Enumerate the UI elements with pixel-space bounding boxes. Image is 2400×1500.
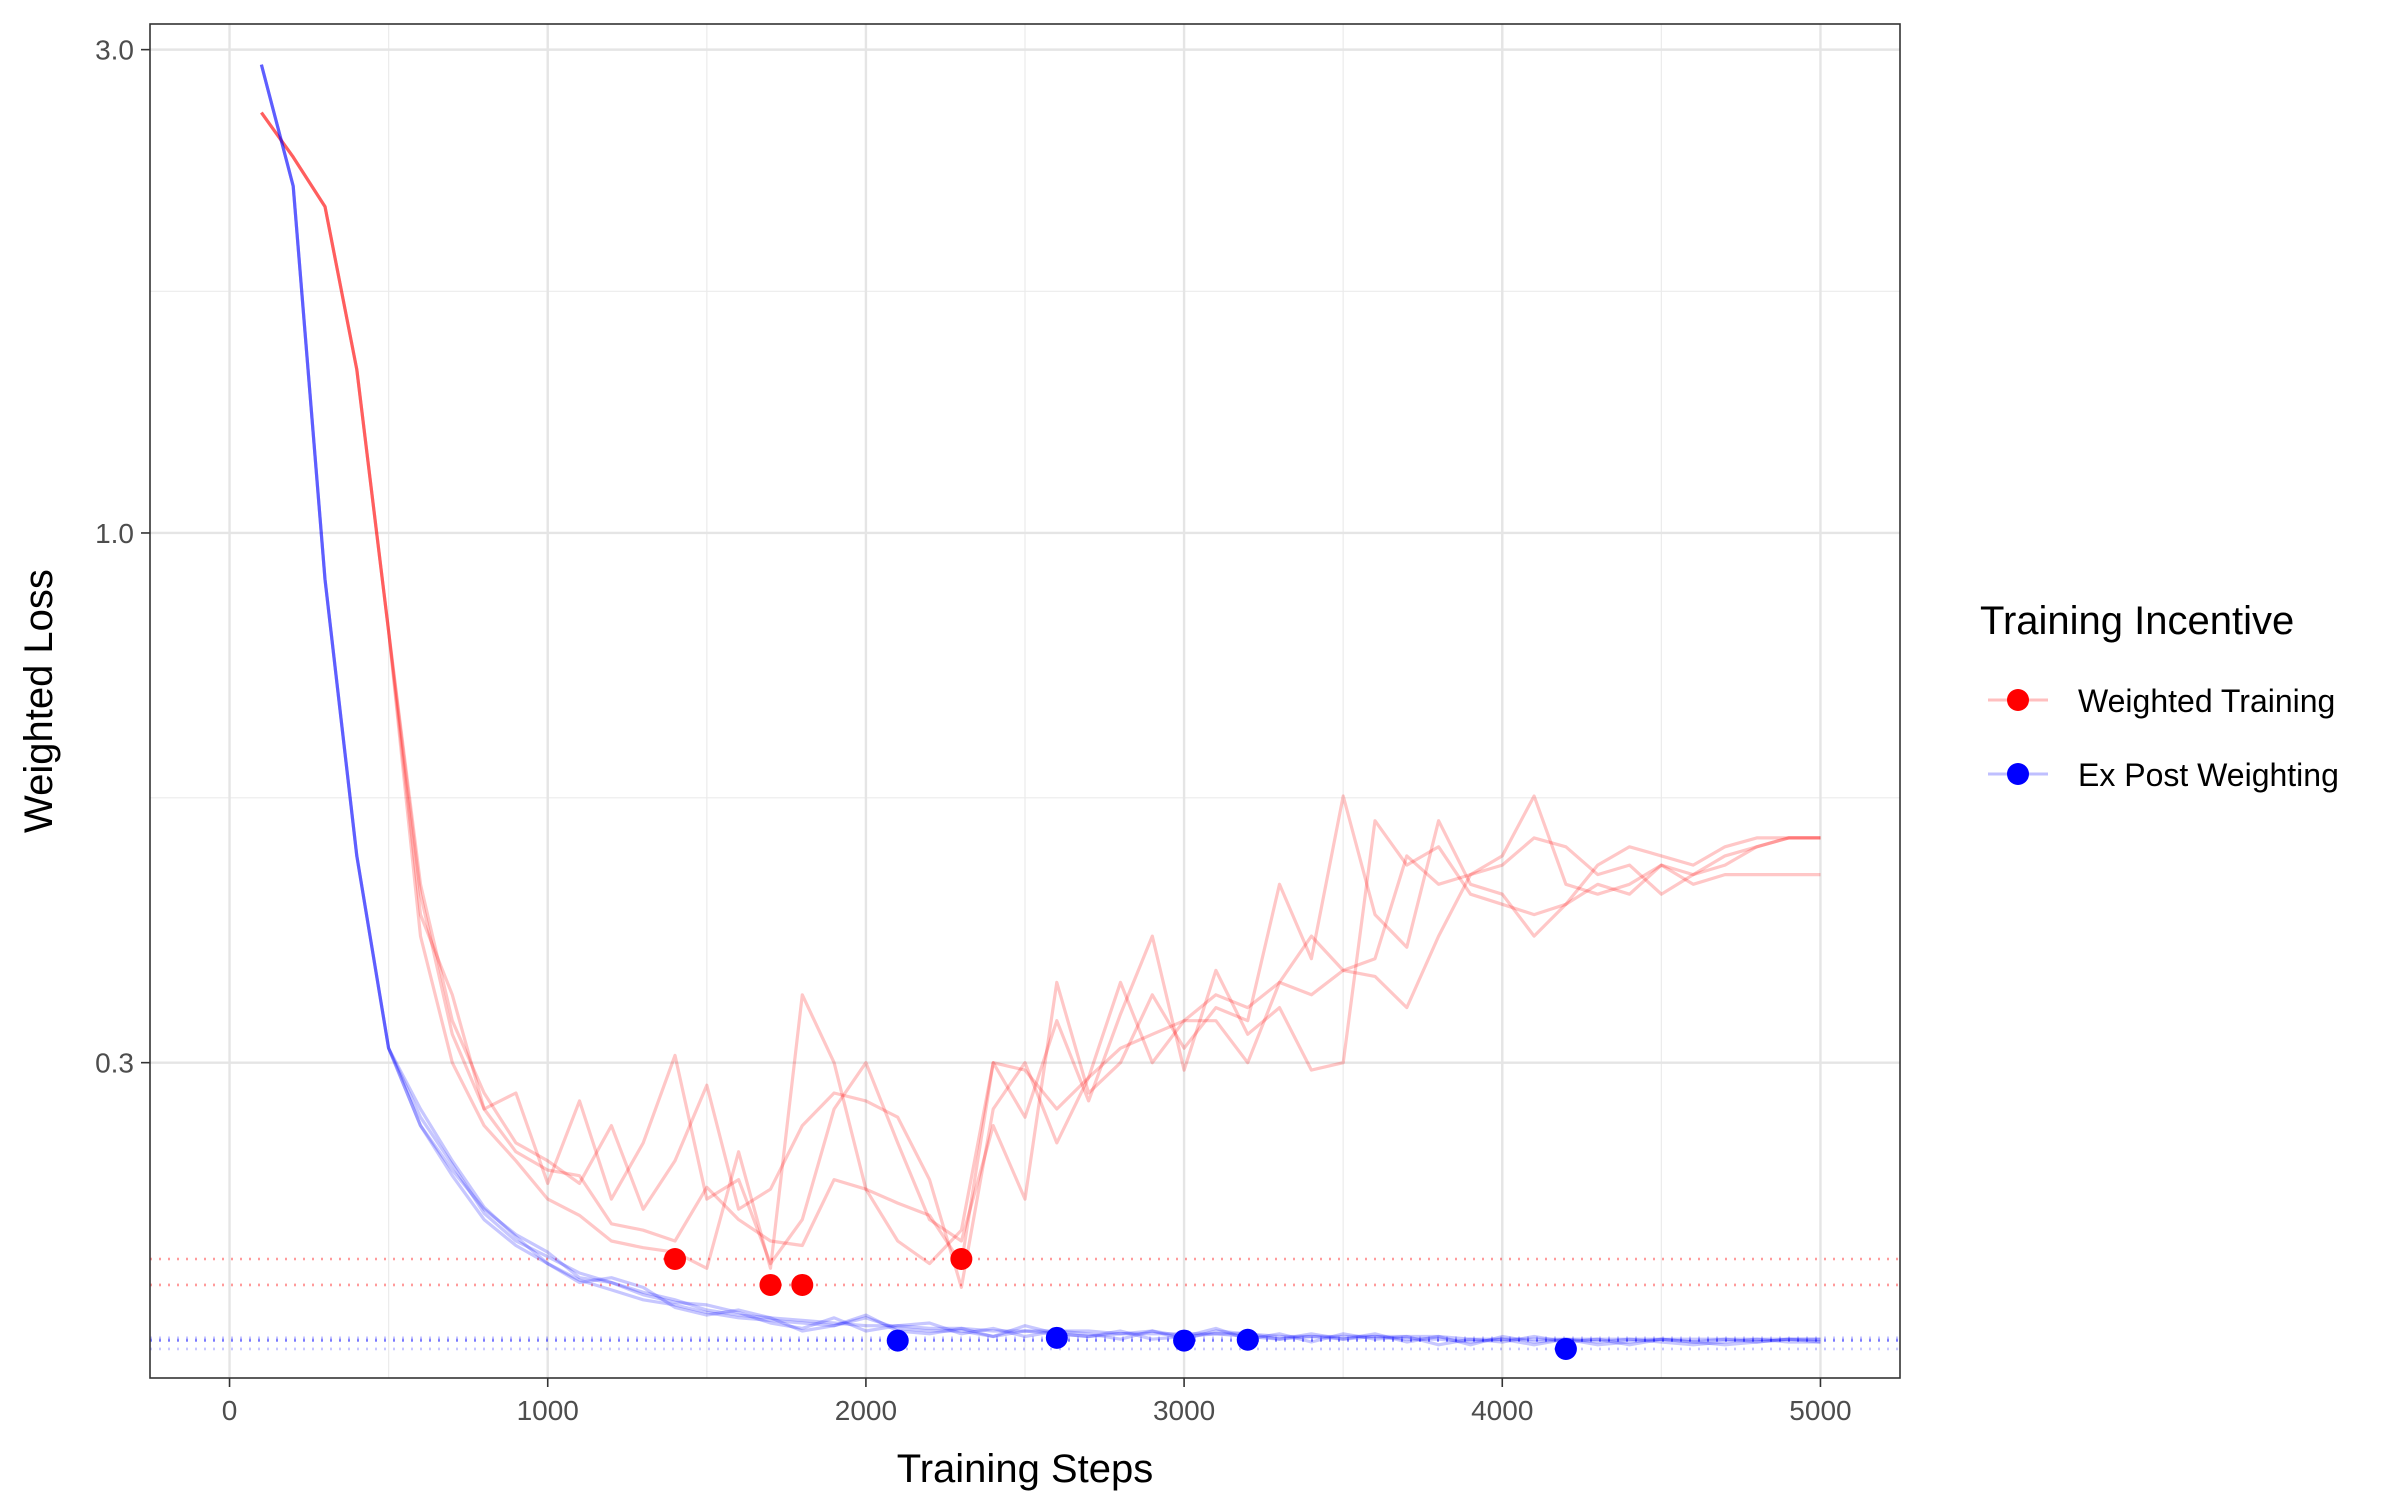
axes: 0 1000 2000 3000 4000 5000 0.3 1.0 3.0 (95, 35, 1852, 1426)
minimum-point (1045, 1326, 1068, 1349)
y-tick-label: 1.0 (95, 518, 134, 549)
series-line (260, 111, 1821, 1266)
minimum-point (1173, 1329, 1196, 1352)
x-tick-label: 3000 (1153, 1395, 1215, 1426)
series-lines (259, 64, 1821, 1347)
y-axis-title: Weighted Loss (17, 569, 61, 833)
series-line (259, 64, 1821, 1341)
minimum-point (950, 1248, 973, 1271)
legend-item-weighted-training: Weighted Training (1988, 683, 2335, 719)
legend-item-ex-post-weighting: Ex Post Weighting (1988, 757, 2339, 793)
minimum-point (664, 1248, 686, 1271)
minimum-point (791, 1273, 814, 1296)
y-tick-label: 3.0 (95, 35, 134, 66)
y-tick-label: 0.3 (95, 1048, 134, 1079)
x-tick-label: 5000 (1789, 1395, 1851, 1426)
minimum-points (664, 1248, 1577, 1360)
x-axis-title: Training Steps (897, 1447, 1153, 1491)
minimum-point (1554, 1337, 1577, 1360)
minimum-point (1236, 1328, 1259, 1351)
series-line (260, 111, 1821, 1289)
series-line (260, 111, 1821, 1270)
x-tick-label: 1000 (517, 1395, 579, 1426)
x-tick-label: 0 (222, 1395, 238, 1426)
legend-key-point-weighted (2007, 689, 2029, 711)
x-tick-label: 2000 (835, 1395, 897, 1426)
minimum-point (886, 1329, 909, 1352)
legend-label-ex-post-weighting: Ex Post Weighting (2078, 757, 2339, 793)
minimum-reference-lines (150, 1257, 1900, 1351)
grid (150, 24, 1900, 1378)
x-tick-label: 4000 (1471, 1395, 1533, 1426)
legend-label-weighted-training: Weighted Training (2078, 683, 2335, 719)
plot-border (149, 23, 1901, 1379)
legend-key-point-expost (2007, 763, 2029, 785)
legend: Training Incentive Weighted Training Ex … (1980, 599, 2339, 793)
minimum-point (759, 1273, 782, 1296)
series-line (260, 111, 1821, 1266)
legend-title: Training Incentive (1980, 599, 2294, 643)
